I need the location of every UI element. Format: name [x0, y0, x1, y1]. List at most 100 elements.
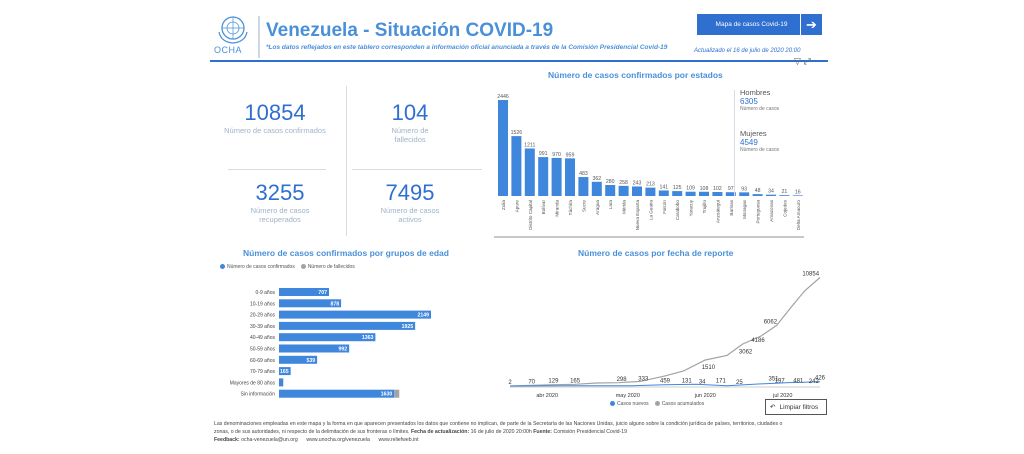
feedback-label: Feedback:: [214, 437, 240, 443]
state-category-label: Mérida: [622, 200, 627, 214]
date-point-label: 131: [682, 379, 693, 385]
state-category-label: Miranda: [555, 200, 560, 217]
date-point-label: 242: [809, 379, 820, 385]
state-category-label: Nueva Esparta: [635, 200, 640, 231]
state-bar-value: 1211: [524, 142, 535, 148]
state-bar-value: 991: [539, 151, 548, 157]
date-point-label: 481: [793, 379, 804, 385]
women-label: Mujeres: [740, 129, 767, 138]
state-category-label: Distrito Capital: [528, 200, 533, 230]
kpi-active-label: Número de casos activos: [380, 206, 440, 224]
state-category-label: Trujillo: [702, 200, 707, 214]
date-legend-cumulative[interactable]: Casos acumulados: [654, 401, 705, 407]
kpi-recovered: 3255 Número de casos recuperados: [240, 180, 320, 224]
date-point-label: 2: [508, 380, 512, 386]
state-category-label: Monagas: [742, 199, 747, 219]
header-divider: [258, 16, 260, 58]
state-category-label: Bolívar: [541, 200, 546, 215]
state-bar: [605, 185, 616, 196]
site-link-unocha[interactable]: www.unocha.org/venezuela: [306, 437, 370, 443]
state-bar: [591, 181, 602, 196]
kpi-active-value: 7495: [385, 180, 435, 205]
date-legend: Casos nuevos Casos acumulados: [610, 401, 704, 407]
states-scrollbar[interactable]: [494, 236, 804, 238]
state-bar: [632, 186, 642, 196]
state-bar: [766, 194, 776, 196]
disclaimer-line-2: zonas, o de sus autoridades, ni respecto…: [214, 428, 824, 436]
state-category-label: Falcón: [662, 200, 667, 214]
age-bar: [279, 321, 416, 330]
date-point-label: 197: [775, 379, 786, 385]
update-value: 16 de julio de 2020 20:00h: [470, 429, 532, 435]
date-tick-label: may 2020: [616, 393, 640, 399]
kpi-divider-left: [228, 169, 326, 170]
state-bar: [645, 187, 656, 196]
age-legend: Número de casos confirmados Número de fa…: [220, 264, 355, 270]
clear-filters-label: Limpiar filtros: [779, 403, 819, 411]
date-point-label: 4186: [751, 338, 765, 344]
kpi-confirmed-value: 10854: [244, 100, 306, 125]
disclaimer-line-2-text: zonas, o de sus autoridades, ni respecto…: [214, 429, 410, 435]
state-bar-value: 97: [728, 186, 734, 192]
date-point-label: 298: [617, 377, 628, 383]
state-category-label: Zulia: [501, 200, 506, 210]
date-legend-cumulative-label: Casos acumulados: [661, 401, 705, 407]
source-value: Comisión Presidencial Covid-19: [553, 429, 627, 435]
filter-icon[interactable]: ▽: [794, 56, 801, 66]
state-bar: [578, 177, 589, 196]
header-rule: [210, 60, 828, 62]
footer: Las denominaciones empleadas en este map…: [214, 420, 824, 444]
state-bar-value: 2446: [497, 94, 509, 100]
date-point-label: 1510: [702, 365, 716, 371]
cumulative-cases-line: [509, 277, 821, 387]
date-point-label: 6062: [764, 319, 778, 325]
feedback-email[interactable]: ocha-venezuela@un.org: [241, 437, 298, 443]
age-legend-deaths[interactable]: Número de fallecidos: [300, 264, 355, 270]
kpi-divider-vertical: [346, 86, 347, 236]
age-category-label: 60-69 años: [250, 358, 276, 364]
state-bar: [685, 191, 696, 196]
age-bar-value: 539: [306, 358, 315, 364]
age-legend-confirmed-label: Número de casos confirmados: [227, 264, 295, 270]
state-category-label: La Guaira: [648, 200, 653, 221]
age-bar-value: 707: [318, 290, 327, 296]
kpi-deaths-label: Número de fallecidos: [391, 126, 429, 144]
date-chart: 2 70 129 165 298 333 459 131 34 171 25 1510 3062 4186…: [508, 271, 826, 399]
page-subtitle: *Los datos reflejados en este tablero co…: [266, 44, 668, 51]
state-bar: [792, 195, 803, 196]
age-chart: 0-9 años 707 10-19 años 878 20-29 años 2149 30…: [230, 288, 431, 398]
date-point-label: 3062: [739, 349, 753, 355]
visual-tools: ▽ ⤢: [794, 56, 811, 67]
kpi-recovered-label: Número de casos recuperados: [250, 206, 310, 224]
age-category-label: 40-49 años: [250, 335, 276, 341]
state-bar: [658, 190, 669, 196]
state-bar: [511, 136, 522, 196]
state-category-label: Aragua: [595, 200, 600, 215]
kpi-divider-right: [352, 169, 482, 170]
focus-mode-icon[interactable]: ⤢: [803, 56, 811, 66]
gender-divider: [734, 90, 735, 196]
state-bar: [538, 157, 549, 196]
age-category-label: 50-59 años: [250, 347, 276, 353]
kpi-recovered-value: 3255: [255, 180, 305, 205]
state-bar: [699, 191, 709, 196]
date-point-label: 351: [768, 376, 779, 382]
site-link-reliefweb[interactable]: www.reliefweb.int: [378, 437, 419, 443]
state-bar-value: 48: [755, 188, 761, 194]
date-tick-label: jun 2020: [694, 393, 716, 399]
date-point-label: 10854: [802, 271, 819, 277]
state-bar-value: 362: [592, 176, 601, 182]
date-point-label: 426: [815, 376, 826, 382]
date-legend-new[interactable]: Casos nuevos: [610, 401, 649, 407]
clear-filters-button[interactable]: ↶ Limpiar filtros: [765, 399, 827, 415]
age-legend-confirmed[interactable]: Número de casos confirmados: [220, 264, 295, 270]
age-bar: [279, 355, 318, 364]
source-label: Fuente:: [533, 429, 552, 435]
age-category-label: Mayores de 80 años: [230, 380, 276, 386]
date-tick-label: abr 2020: [536, 393, 558, 399]
state-bar-value: 34: [768, 189, 774, 195]
state-bar: [565, 158, 575, 196]
disclaimer-line-1: Las denominaciones empleadas en este map…: [214, 421, 783, 427]
map-button[interactable]: Mapa de casos Covid-19 ➔: [697, 14, 822, 35]
reset-icon: ↶: [770, 404, 776, 411]
